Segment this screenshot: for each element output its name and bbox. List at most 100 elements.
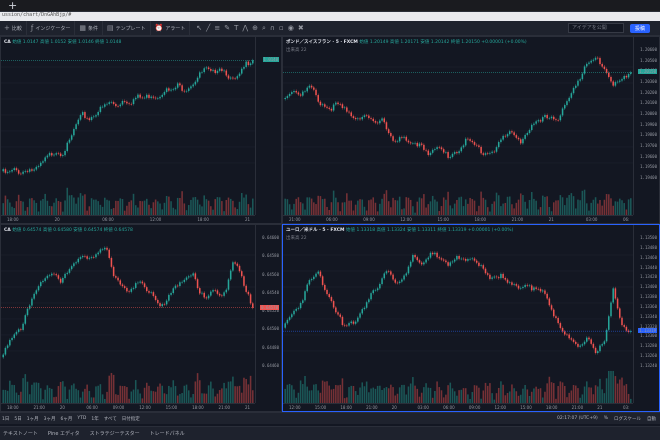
pattern-icon[interactable]: ⋀ bbox=[242, 23, 249, 32]
candle-body bbox=[423, 262, 425, 265]
candle-body bbox=[610, 302, 612, 317]
candle-body bbox=[407, 266, 410, 274]
chart-pane-bottom-right[interactable]: ユーロ／米ドル · 5 · FXCM 始値 1.13318 高値 1.13324… bbox=[282, 224, 660, 412]
candle-body bbox=[163, 92, 166, 95]
fib-icon[interactable]: ≡ bbox=[214, 23, 221, 32]
chart-pane-top-right[interactable]: ポンド／スイスフラン · 5 · FXCM 始値 1.20149 高値 1.20… bbox=[282, 36, 660, 224]
time-axis[interactable]: 12:00 15:00 18:00 21:00 20 03:00 06:00 09:00 12:… bbox=[283, 403, 633, 411]
time-tick: 03:00 bbox=[585, 217, 598, 222]
candlestick-chart[interactable] bbox=[283, 225, 633, 403]
symbol-label[interactable]: CA bbox=[4, 40, 13, 45]
lock-icon[interactable]: ▫ bbox=[279, 23, 284, 32]
volume-bar bbox=[335, 385, 337, 403]
symbol-label[interactable]: CA bbox=[4, 228, 13, 233]
price-axis[interactable]: 1.206001.205001.204001.203001.202001.201… bbox=[633, 37, 659, 215]
volume-bar bbox=[293, 203, 295, 215]
tab-trade-panel[interactable]: トレードパネル bbox=[149, 431, 185, 437]
symbol-label[interactable]: ユーロ／米ドル · 5 · FXCM bbox=[286, 228, 347, 233]
candle-body bbox=[332, 301, 335, 308]
candle-body bbox=[152, 96, 155, 98]
candlestick-chart[interactable] bbox=[283, 37, 633, 215]
volume-bar bbox=[126, 387, 128, 403]
volume-bar bbox=[363, 206, 366, 215]
zoom-icon[interactable]: ⌕ bbox=[261, 23, 266, 32]
candle-body bbox=[535, 121, 537, 124]
tab-strategy-tester[interactable]: ストラテジーテスター bbox=[89, 431, 140, 437]
range-5d[interactable]: 5日 bbox=[14, 416, 22, 422]
volume-bar bbox=[57, 386, 60, 403]
range-ytd[interactable]: YTD bbox=[77, 416, 87, 421]
toolbar-conditions-button[interactable]: ▦ 条件 bbox=[75, 21, 104, 35]
chart-pane-top-left[interactable]: CA 始値 1.0147 高値 1.0152 安値 1.0146 終値 1.01… bbox=[0, 36, 282, 224]
price-axis[interactable]: 0.64600 0.64580 0.64560 0.64540 0.64520 0.645… bbox=[255, 225, 281, 403]
candle-body bbox=[544, 115, 546, 118]
time-tick: 18:00 bbox=[7, 217, 19, 222]
volume-bar bbox=[392, 197, 394, 215]
volume-bar bbox=[548, 206, 551, 215]
candle-body bbox=[154, 97, 157, 99]
time-axis[interactable]: 18:00 21:00 20 06:00 09:00 12:00 15:00 18:00 21:… bbox=[1, 403, 255, 411]
volume-bar bbox=[489, 211, 491, 215]
trendline-icon[interactable]: ╱ bbox=[206, 23, 211, 32]
volume-bar bbox=[409, 383, 412, 403]
toolbar-indicators-button[interactable]: ƒ インジケーター bbox=[27, 21, 76, 35]
range-3m[interactable]: 3ヶ月 bbox=[43, 416, 56, 422]
volume-bar bbox=[550, 382, 553, 403]
volume-bar bbox=[460, 389, 463, 403]
chart-pane-bottom-left[interactable]: CA 始値 0.64574 高値 0.64580 安値 0.64574 終値 0… bbox=[0, 224, 282, 412]
range-1y[interactable]: 1年 bbox=[91, 416, 99, 422]
magnet-icon[interactable]: ∩ bbox=[269, 23, 276, 32]
candle-body bbox=[559, 115, 562, 121]
candle-body bbox=[6, 171, 9, 173]
time-axis[interactable]: 18:00 20 06:00 12:00 18:00 21 bbox=[1, 215, 255, 223]
range-6m[interactable]: 6ヶ月 bbox=[60, 416, 73, 422]
candle-body bbox=[339, 314, 342, 317]
candle-body bbox=[594, 57, 597, 60]
range-custom[interactable]: 日付指定 bbox=[121, 416, 140, 422]
volume-bar bbox=[110, 208, 113, 215]
volume-bar bbox=[183, 203, 186, 215]
range-1d[interactable]: 1日 bbox=[2, 416, 10, 422]
candle-body bbox=[6, 345, 9, 348]
new-tab-icon[interactable]: + bbox=[8, 0, 18, 12]
toolbar-templates-button[interactable]: ▤ テンプレート bbox=[103, 21, 151, 35]
auto-toggle[interactable]: 自動 bbox=[647, 416, 656, 422]
toolbar-alert-button[interactable]: ⏰ アラート bbox=[151, 21, 191, 35]
measure-icon[interactable]: ⊕ bbox=[252, 23, 258, 32]
brush-icon[interactable]: ✎ bbox=[224, 23, 231, 32]
range-all[interactable]: すべて bbox=[103, 416, 117, 422]
text-icon[interactable]: T bbox=[234, 23, 239, 32]
volume-bar bbox=[24, 210, 27, 215]
publish-button[interactable]: 投稿 bbox=[629, 23, 650, 33]
log-scale-toggle[interactable]: ログスケール bbox=[614, 416, 641, 422]
volume-bar bbox=[559, 195, 562, 215]
volume-bar bbox=[396, 200, 399, 215]
price-axis[interactable]: 1.0148 bbox=[255, 37, 281, 215]
time-tick: 12:00 bbox=[400, 217, 412, 222]
volume-bar bbox=[537, 388, 540, 403]
address-bar[interactable]: ussion/chart/DnGAhBjp/# bbox=[0, 12, 660, 21]
time-axis[interactable]: 21:00 06:00 09:00 12:00 15:00 18:00 21:00 21 03:… bbox=[283, 215, 633, 223]
trash-icon[interactable]: ✖ bbox=[297, 23, 304, 32]
volume-bar bbox=[99, 384, 102, 403]
candle-body bbox=[115, 276, 117, 278]
tab-text-notes[interactable]: テキストノート bbox=[3, 431, 38, 437]
publish-idea-input[interactable]: アイデアを公開 bbox=[567, 23, 624, 33]
eye-icon[interactable]: ◉ bbox=[287, 23, 294, 32]
volume-bar bbox=[546, 383, 548, 403]
symbol-label[interactable]: ポンド／スイスフラン · 5 · FXCM bbox=[286, 40, 360, 45]
candlestick-chart[interactable] bbox=[1, 225, 255, 403]
range-1m[interactable]: 1ヶ月 bbox=[26, 416, 39, 422]
volume-bar bbox=[590, 387, 592, 403]
volume-bar bbox=[326, 206, 328, 215]
tab-pine-editor[interactable]: Pine エディタ bbox=[47, 431, 80, 437]
candle-body bbox=[625, 326, 628, 331]
price-axis[interactable]: 1.13500 1.13480 1.13460 1.13440 1.13420 1.134… bbox=[633, 225, 659, 403]
candle-body bbox=[524, 134, 526, 139]
toolbar-compare-button[interactable]: + 比較 bbox=[0, 21, 27, 35]
candle-body bbox=[90, 117, 93, 121]
candlestick-chart[interactable] bbox=[1, 37, 255, 215]
percent-toggle[interactable]: % bbox=[603, 415, 608, 421]
volume-bar bbox=[447, 385, 449, 403]
cursor-icon[interactable]: ↖ bbox=[196, 23, 203, 32]
